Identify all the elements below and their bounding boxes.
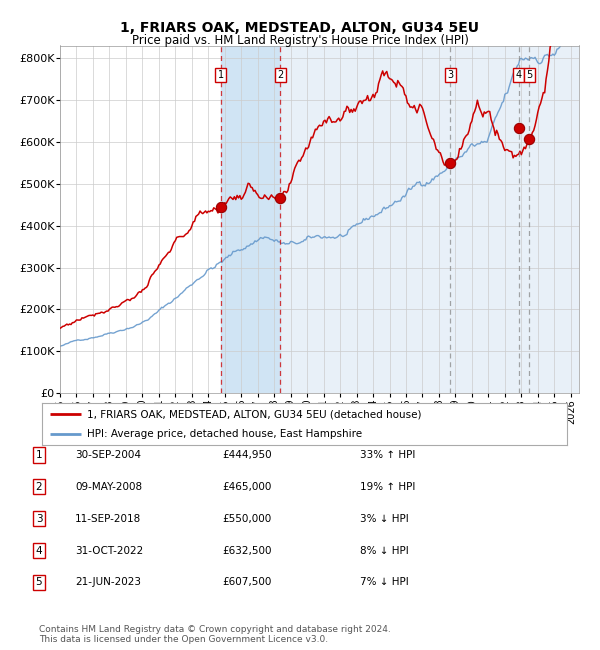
- Text: 09-MAY-2008: 09-MAY-2008: [75, 482, 142, 492]
- Text: 4: 4: [515, 70, 521, 80]
- Point: [275, 193, 285, 203]
- Point: [524, 133, 534, 144]
- Text: 4: 4: [35, 545, 43, 556]
- Text: 1, FRIARS OAK, MEDSTEAD, ALTON, GU34 5EU (detached house): 1, FRIARS OAK, MEDSTEAD, ALTON, GU34 5EU…: [86, 410, 421, 419]
- Text: This data is licensed under the Open Government Licence v3.0.: This data is licensed under the Open Gov…: [39, 634, 328, 644]
- Text: £632,500: £632,500: [222, 545, 271, 556]
- Text: 8% ↓ HPI: 8% ↓ HPI: [360, 545, 409, 556]
- Text: 21-JUN-2023: 21-JUN-2023: [75, 577, 141, 588]
- Bar: [529, 46, 579, 393]
- Text: 3: 3: [447, 70, 454, 80]
- Point: [216, 202, 226, 212]
- Bar: [451, 46, 579, 393]
- Text: 2: 2: [35, 482, 43, 492]
- Text: £465,000: £465,000: [222, 482, 271, 492]
- Text: 3: 3: [35, 514, 43, 524]
- Text: £607,500: £607,500: [222, 577, 271, 588]
- Bar: [221, 46, 280, 393]
- Text: 1: 1: [218, 70, 224, 80]
- Point: [514, 123, 523, 133]
- Text: 2: 2: [277, 70, 283, 80]
- Text: 30-SEP-2004: 30-SEP-2004: [75, 450, 141, 460]
- Text: £444,950: £444,950: [222, 450, 272, 460]
- Text: 5: 5: [35, 577, 43, 588]
- Text: 5: 5: [526, 70, 532, 80]
- Text: 33% ↑ HPI: 33% ↑ HPI: [360, 450, 415, 460]
- Text: 1, FRIARS OAK, MEDSTEAD, ALTON, GU34 5EU: 1, FRIARS OAK, MEDSTEAD, ALTON, GU34 5EU: [121, 21, 479, 35]
- Text: Price paid vs. HM Land Registry's House Price Index (HPI): Price paid vs. HM Land Registry's House …: [131, 34, 469, 47]
- Text: £550,000: £550,000: [222, 514, 271, 524]
- Bar: [221, 46, 579, 393]
- Text: 11-SEP-2018: 11-SEP-2018: [75, 514, 141, 524]
- Text: HPI: Average price, detached house, East Hampshire: HPI: Average price, detached house, East…: [86, 429, 362, 439]
- Text: 19% ↑ HPI: 19% ↑ HPI: [360, 482, 415, 492]
- Point: [446, 157, 455, 168]
- Text: 31-OCT-2022: 31-OCT-2022: [75, 545, 143, 556]
- Text: 7% ↓ HPI: 7% ↓ HPI: [360, 577, 409, 588]
- Text: 3% ↓ HPI: 3% ↓ HPI: [360, 514, 409, 524]
- Text: 1: 1: [35, 450, 43, 460]
- Text: Contains HM Land Registry data © Crown copyright and database right 2024.: Contains HM Land Registry data © Crown c…: [39, 625, 391, 634]
